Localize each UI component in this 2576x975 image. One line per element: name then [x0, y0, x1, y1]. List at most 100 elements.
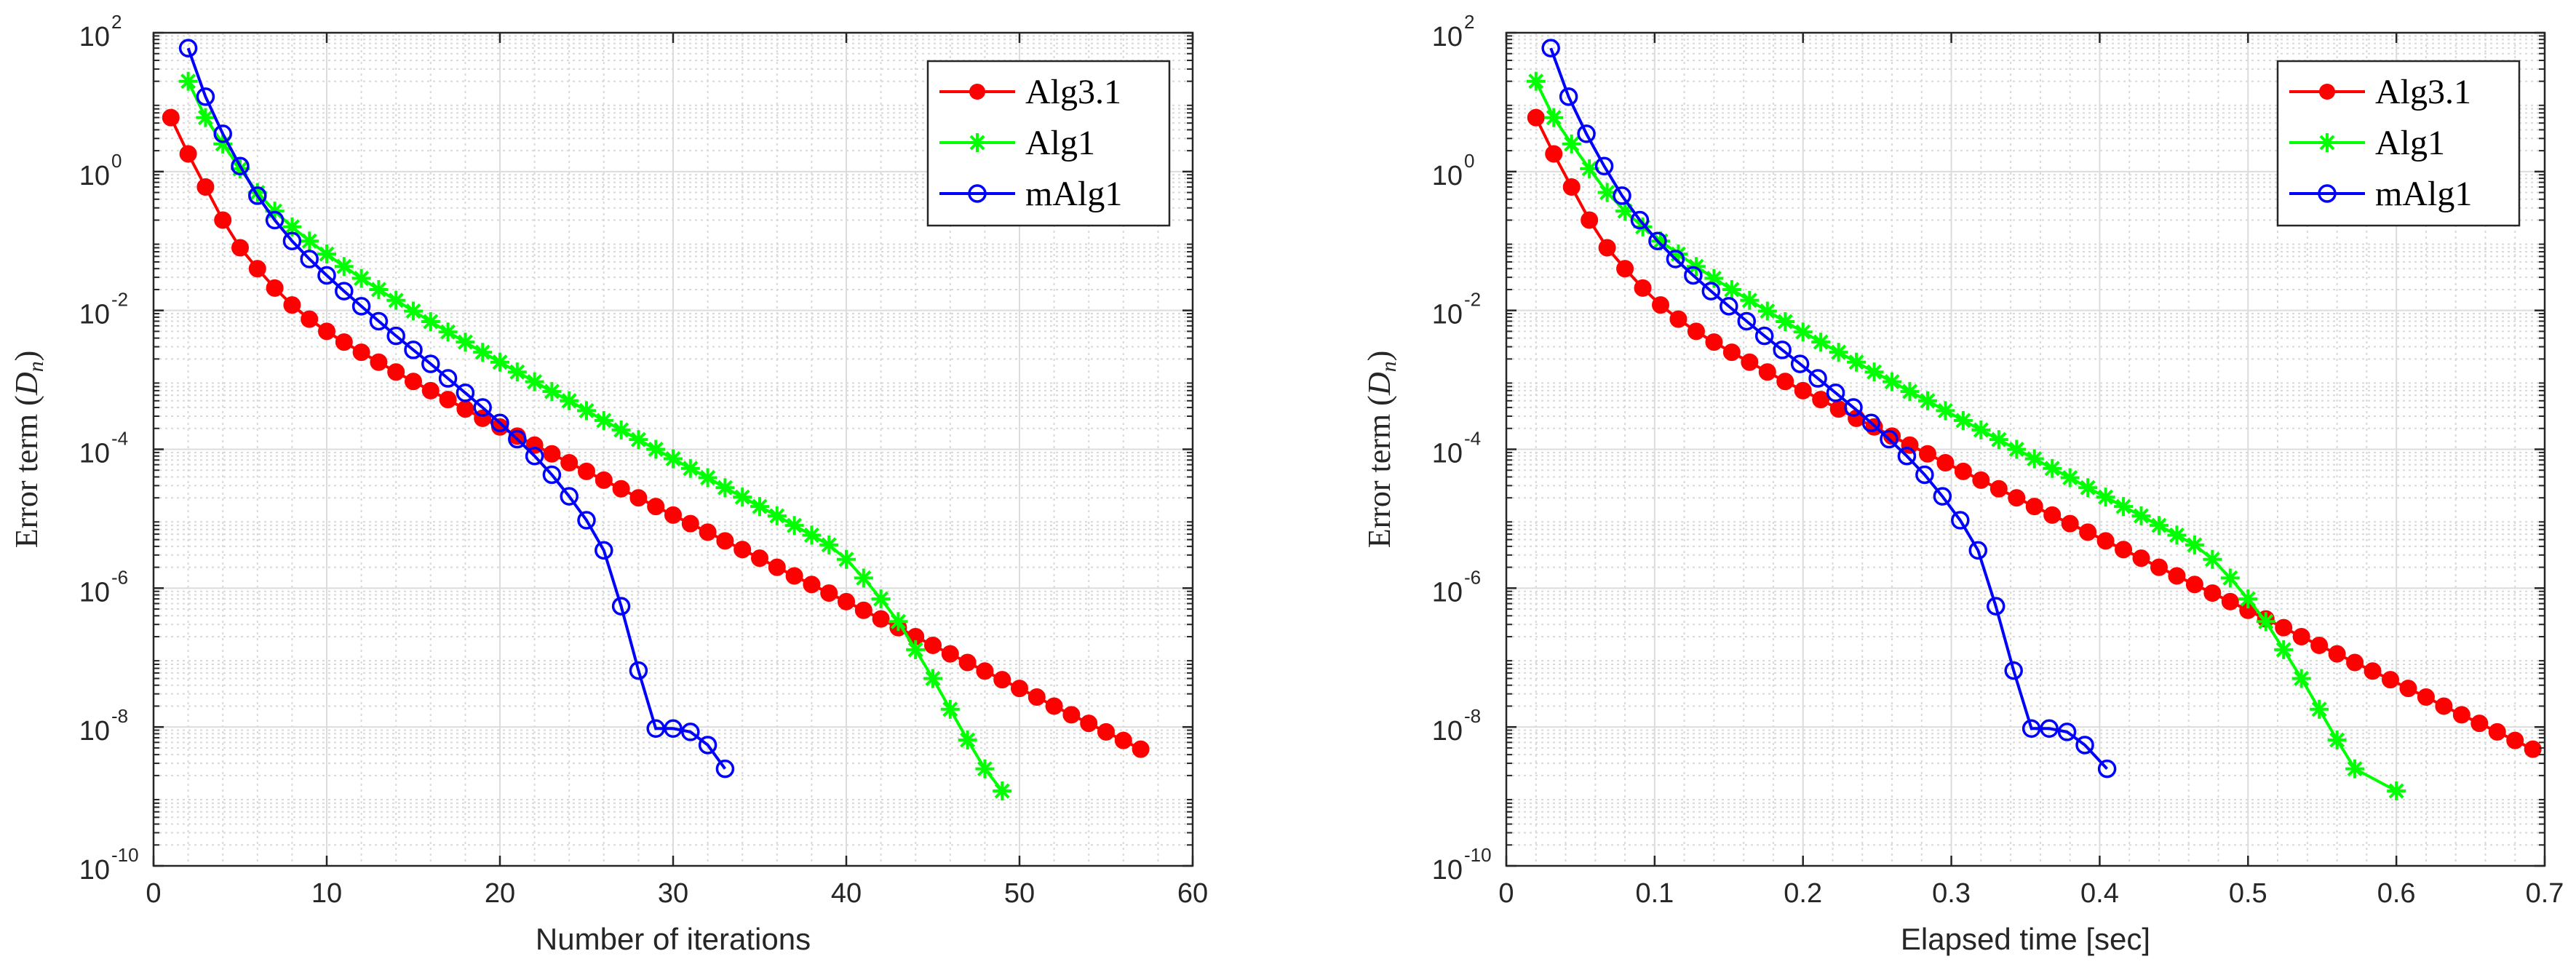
data-point-alg1 — [2291, 669, 2311, 688]
asterisk-stroke — [1760, 303, 1776, 319]
data-point-alg1 — [560, 391, 579, 410]
data-point-alg3-1 — [716, 532, 734, 550]
data-point-alg1 — [196, 108, 215, 127]
x-tick-label: 10 — [311, 878, 342, 909]
x-tick-label: 0.4 — [2080, 878, 2119, 909]
data-point-malg1 — [1754, 326, 1774, 346]
data-point-alg3-1 — [734, 541, 752, 559]
data-point-malg1 — [1986, 597, 2005, 616]
y-axis-label-subscript: n — [1377, 361, 1401, 372]
asterisk-stroke — [630, 431, 646, 447]
legend-label: Alg1 — [2375, 124, 2445, 162]
y-tick-label-exponent: -6 — [1464, 566, 1481, 588]
asterisk-stroke — [1955, 413, 1971, 429]
asterisk-stroke — [561, 393, 577, 409]
data-point-alg3-1 — [214, 211, 232, 229]
asterisk-stroke — [492, 354, 508, 370]
y-tick-label-base: 10 — [79, 161, 110, 191]
data-point-alg1 — [1936, 401, 1955, 421]
data-point-alg3-1 — [1011, 680, 1028, 698]
asterisk-stroke — [977, 761, 993, 777]
legend-marker-asterisk — [969, 135, 985, 151]
legend-marker-asterisk — [2319, 135, 2335, 151]
y-tick-label-base: 10 — [79, 855, 110, 886]
asterisk-stroke — [2347, 761, 2363, 777]
data-point-alg3-1 — [1097, 723, 1115, 741]
asterisk-stroke — [1848, 354, 1864, 370]
data-point-alg3-1 — [2061, 514, 2079, 533]
y-tick-label-base: 10 — [1432, 22, 1463, 52]
asterisk-stroke — [579, 402, 595, 418]
data-point-malg1 — [490, 413, 509, 432]
data-point-alg3-1 — [1132, 740, 1150, 758]
data-point-alg3-1 — [1545, 145, 1563, 163]
data-point-alg1 — [871, 589, 891, 609]
data-point-malg1 — [1773, 341, 1792, 359]
asterisk-stroke — [2044, 461, 2060, 477]
data-point-alg3-1 — [1562, 178, 1581, 196]
asterisk-stroke — [2204, 552, 2220, 568]
data-point-alg3-1 — [1114, 731, 1132, 749]
data-point-alg1 — [906, 640, 926, 659]
asterisk-stroke — [1741, 292, 1757, 309]
legend-label: Alg1 — [1025, 124, 1095, 162]
x-axis-label: Elapsed time [sec] — [1901, 922, 2150, 956]
data-point-malg1 — [421, 354, 440, 373]
data-point-alg3-1 — [578, 462, 595, 480]
data-point-alg3-1 — [924, 636, 942, 654]
data-point-alg3-1 — [820, 584, 838, 602]
data-point-alg3-1 — [2381, 671, 2399, 689]
data-point-malg1 — [1790, 354, 1810, 373]
data-point-alg1 — [993, 781, 1012, 801]
data-point-alg1 — [1722, 279, 1741, 299]
asterisk-stroke — [942, 701, 958, 717]
data-point-alg3-1 — [2417, 688, 2435, 707]
x-tick-label: 0.6 — [2377, 878, 2416, 909]
asterisk-stroke — [440, 324, 456, 340]
asterisk-stroke — [1795, 324, 1811, 340]
y-tick-label-exponent: -6 — [111, 566, 128, 588]
asterisk-stroke — [2168, 527, 2185, 544]
data-point-alg3-1 — [664, 506, 682, 524]
data-point-alg3-1 — [1722, 343, 1741, 362]
data-point-alg1 — [542, 382, 562, 402]
data-point-alg3-1 — [283, 296, 301, 314]
data-point-alg1 — [2114, 497, 2134, 517]
data-point-malg1 — [196, 87, 215, 106]
y-tick-label-base: 10 — [79, 577, 110, 608]
data-point-malg1 — [1808, 369, 1827, 388]
y-axis-label-text: Error term ( — [9, 395, 44, 548]
data-point-malg1 — [542, 465, 562, 485]
asterisk-stroke — [734, 489, 750, 505]
data-point-alg1 — [2007, 439, 2027, 459]
data-point-alg1 — [2149, 516, 2168, 536]
data-point-alg3-1 — [751, 549, 768, 568]
legend-label: Alg3.1 — [1025, 73, 1121, 111]
data-point-alg1 — [680, 458, 700, 478]
data-point-alg3-1 — [1687, 322, 1705, 341]
data-point-malg1 — [1666, 250, 1685, 268]
y-tick-label-base: 10 — [1432, 300, 1463, 330]
data-point-alg3-1 — [1045, 697, 1063, 715]
asterisk-stroke — [301, 233, 317, 249]
data-point-malg1 — [300, 250, 319, 268]
data-point-malg1 — [1594, 156, 1614, 176]
asterisk-stroke — [1564, 136, 1580, 152]
data-point-alg1 — [2220, 568, 2240, 588]
data-point-malg1 — [178, 39, 198, 57]
asterisk-stroke — [509, 364, 525, 380]
asterisk-stroke — [2027, 451, 2043, 467]
asterisk-stroke — [1724, 282, 1740, 298]
data-point-alg3-1 — [1758, 363, 1776, 381]
data-point-alg3-1 — [1652, 296, 1670, 314]
data-point-malg1 — [231, 156, 250, 176]
asterisk-stroke — [613, 422, 629, 438]
data-point-malg1 — [1720, 297, 1738, 316]
data-point-alg1 — [300, 231, 319, 251]
asterisk-stroke — [197, 110, 213, 126]
y-axis-label: Error term (Dn) — [1361, 351, 1401, 549]
data-point-alg3-1 — [179, 145, 197, 163]
y-axis-label-close: ) — [1361, 351, 1397, 362]
data-point-alg1 — [889, 612, 908, 632]
